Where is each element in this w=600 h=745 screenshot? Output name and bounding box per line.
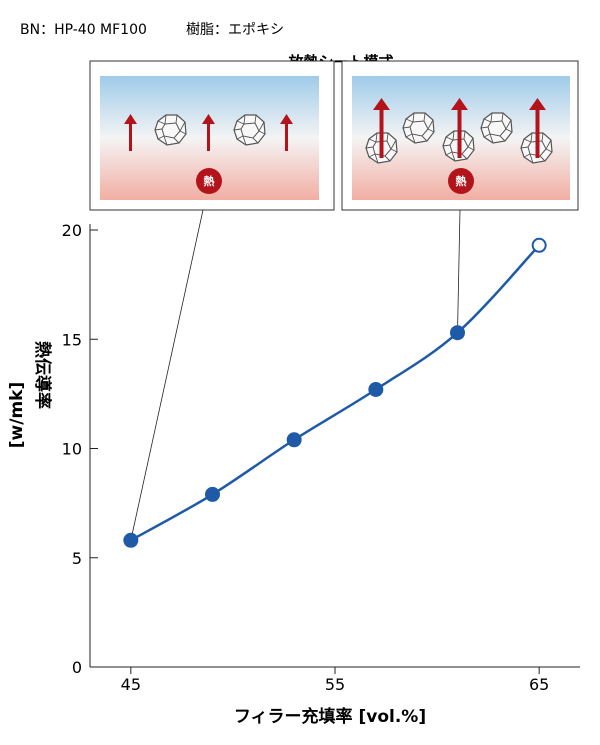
data-point (368, 382, 384, 398)
arrow-up-icon (280, 114, 293, 151)
arrow-up-icon (529, 98, 546, 158)
x-axis-title: フィラー充填率 [vol.%] (234, 706, 426, 727)
heat-badge (196, 168, 222, 194)
arrow-up-icon (124, 114, 137, 151)
heat-badge-label: 熱 (456, 174, 467, 188)
particle-icon (402, 112, 435, 144)
heat-badge-label: 熱 (204, 174, 215, 188)
data-point (450, 325, 465, 341)
particle-icon (233, 114, 266, 146)
leader-line-high (457, 209, 461, 333)
arrow-up-icon (202, 114, 215, 151)
y-tick-label: 0 (72, 658, 82, 677)
data-point (123, 532, 139, 548)
data-point (286, 432, 302, 448)
resin-label: 樹脂：エポキシ (186, 22, 284, 38)
inset-low-filler: 熱 (89, 60, 335, 211)
arrow-up-icon (451, 98, 468, 158)
data-point (205, 486, 220, 502)
y-axis-title-top: 熱伝導率 (32, 341, 53, 409)
inset-high-filler: 熱 (341, 60, 579, 211)
bn-label: BN：HP-40 MF100 (20, 22, 147, 38)
leader-line-low (130, 209, 204, 541)
heat-badge (448, 168, 474, 194)
y-tick-label: 20 (62, 221, 82, 240)
y-tick-label: 10 (62, 440, 82, 459)
tick-labels: 0 5 10 15 20 45 55 65 (62, 221, 550, 694)
x-tick-label: 45 (121, 675, 141, 694)
y-tick-label: 5 (72, 549, 82, 568)
x-tick-label: 55 (325, 675, 345, 694)
axes (89, 224, 580, 674)
y-axis-title-bottom: [w/mk] (7, 382, 27, 448)
series-line (130, 244, 541, 542)
data-point-hollow (531, 237, 547, 253)
arrow-up-icon (373, 98, 390, 158)
y-tick-label: 15 (62, 330, 82, 349)
particle-icon (480, 112, 513, 144)
data-points (123, 237, 547, 548)
particle-icon (154, 114, 187, 146)
x-tick-label: 65 (529, 675, 549, 694)
